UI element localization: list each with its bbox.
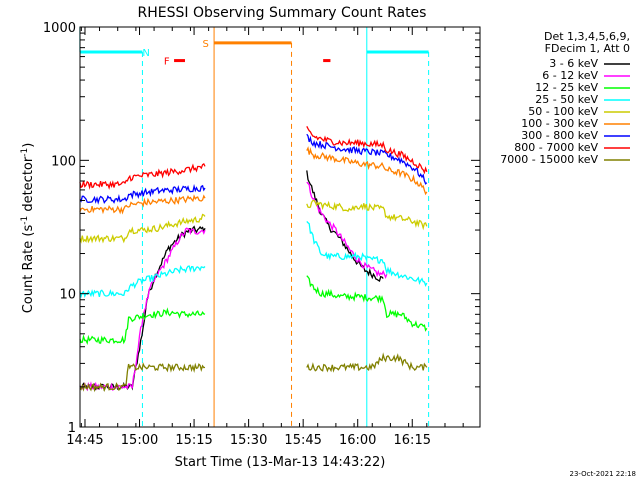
legend-label: 800 - 7000 keV <box>514 141 598 154</box>
series-2 <box>79 275 428 345</box>
flag-label: F <box>164 57 170 68</box>
x-axis: 14:45 15:00 15:15 15:30 15:45 16:00 16:15 <box>66 27 464 448</box>
flag-label: N <box>142 48 149 59</box>
x-tick-label: 15:15 <box>175 433 212 448</box>
x-tick-label: 14:45 <box>66 433 103 448</box>
y-axis-label-sup2: -1 <box>20 148 30 157</box>
series-7 <box>79 126 428 190</box>
series-3 <box>79 220 428 299</box>
series-5-segment-0 <box>79 194 206 215</box>
x-tick-label: 16:00 <box>339 433 376 448</box>
plot-frame <box>79 26 481 428</box>
y-tick-label: 1000 <box>43 21 76 36</box>
legend: Det 1,3,4,5,6,9, FDecim 1, Att 0 3 - 6 k… <box>500 30 630 166</box>
series-6-segment-0 <box>79 183 206 205</box>
y-axis-label-end: ) <box>21 143 36 148</box>
series-lines <box>79 126 428 393</box>
series-7-segment-0 <box>79 162 206 190</box>
x-tick-label: 15:45 <box>284 433 321 448</box>
y-tick-label: 10 <box>59 288 76 303</box>
series-8 <box>79 352 428 393</box>
series-2-segment-0 <box>79 307 206 345</box>
flag-label: S <box>203 39 209 50</box>
series-4 <box>79 199 428 244</box>
timestamp: 23-Oct-2021 22:18 <box>570 470 636 478</box>
y-tick-label: 1 <box>68 421 76 436</box>
series-6 <box>79 133 428 205</box>
y-tick-label: 100 <box>51 154 76 169</box>
legend-label: 25 - 50 keV <box>535 93 598 106</box>
y-axis-label-main: Count Rate (s <box>21 225 36 314</box>
legend-label: 7000 - 15000 keV <box>500 153 598 166</box>
series-4-segment-1 <box>306 199 428 231</box>
legend-label: 12 - 25 keV <box>535 81 598 94</box>
legend-label: 300 - 800 keV <box>521 129 598 142</box>
series-1-segment-1 <box>306 181 388 280</box>
series-8-segment-1 <box>306 352 428 373</box>
series-3-segment-1 <box>306 220 428 288</box>
series-4-segment-0 <box>79 213 206 244</box>
series-8-segment-0 <box>79 362 206 393</box>
x-tick-label: 15:00 <box>121 433 158 448</box>
y-axis: 1 10 100 1000 <box>43 21 480 436</box>
legend-header-line-1: Det 1,3,4,5,6,9, <box>544 30 630 43</box>
series-7-segment-1 <box>306 126 428 175</box>
y-axis-label-mid: detector <box>21 156 36 216</box>
series-6-segment-1 <box>306 133 428 185</box>
x-tick-label: 16:15 <box>394 433 431 448</box>
legend-label: 3 - 6 keV <box>549 57 598 70</box>
series-5 <box>79 146 428 215</box>
series-5-segment-1 <box>306 146 428 196</box>
legend-header-line-2: FDecim 1, Att 0 <box>545 42 630 55</box>
chart-title: RHESSI Observing Summary Count Rates <box>138 5 427 21</box>
legend-label: 6 - 12 keV <box>542 69 598 82</box>
y-axis-label: Count Rate (s-1 detector-1) <box>20 143 36 314</box>
x-axis-label: Start Time (13-Mar-13 14:43:22) <box>175 455 386 470</box>
y-axis-label-sup1: -1 <box>20 216 30 225</box>
series-3-segment-0 <box>79 265 206 299</box>
legend-label: 50 - 100 keV <box>528 105 598 118</box>
legend-label: 100 - 300 keV <box>521 117 598 130</box>
series-2-segment-1 <box>306 275 428 332</box>
x-tick-label: 15:30 <box>230 433 267 448</box>
